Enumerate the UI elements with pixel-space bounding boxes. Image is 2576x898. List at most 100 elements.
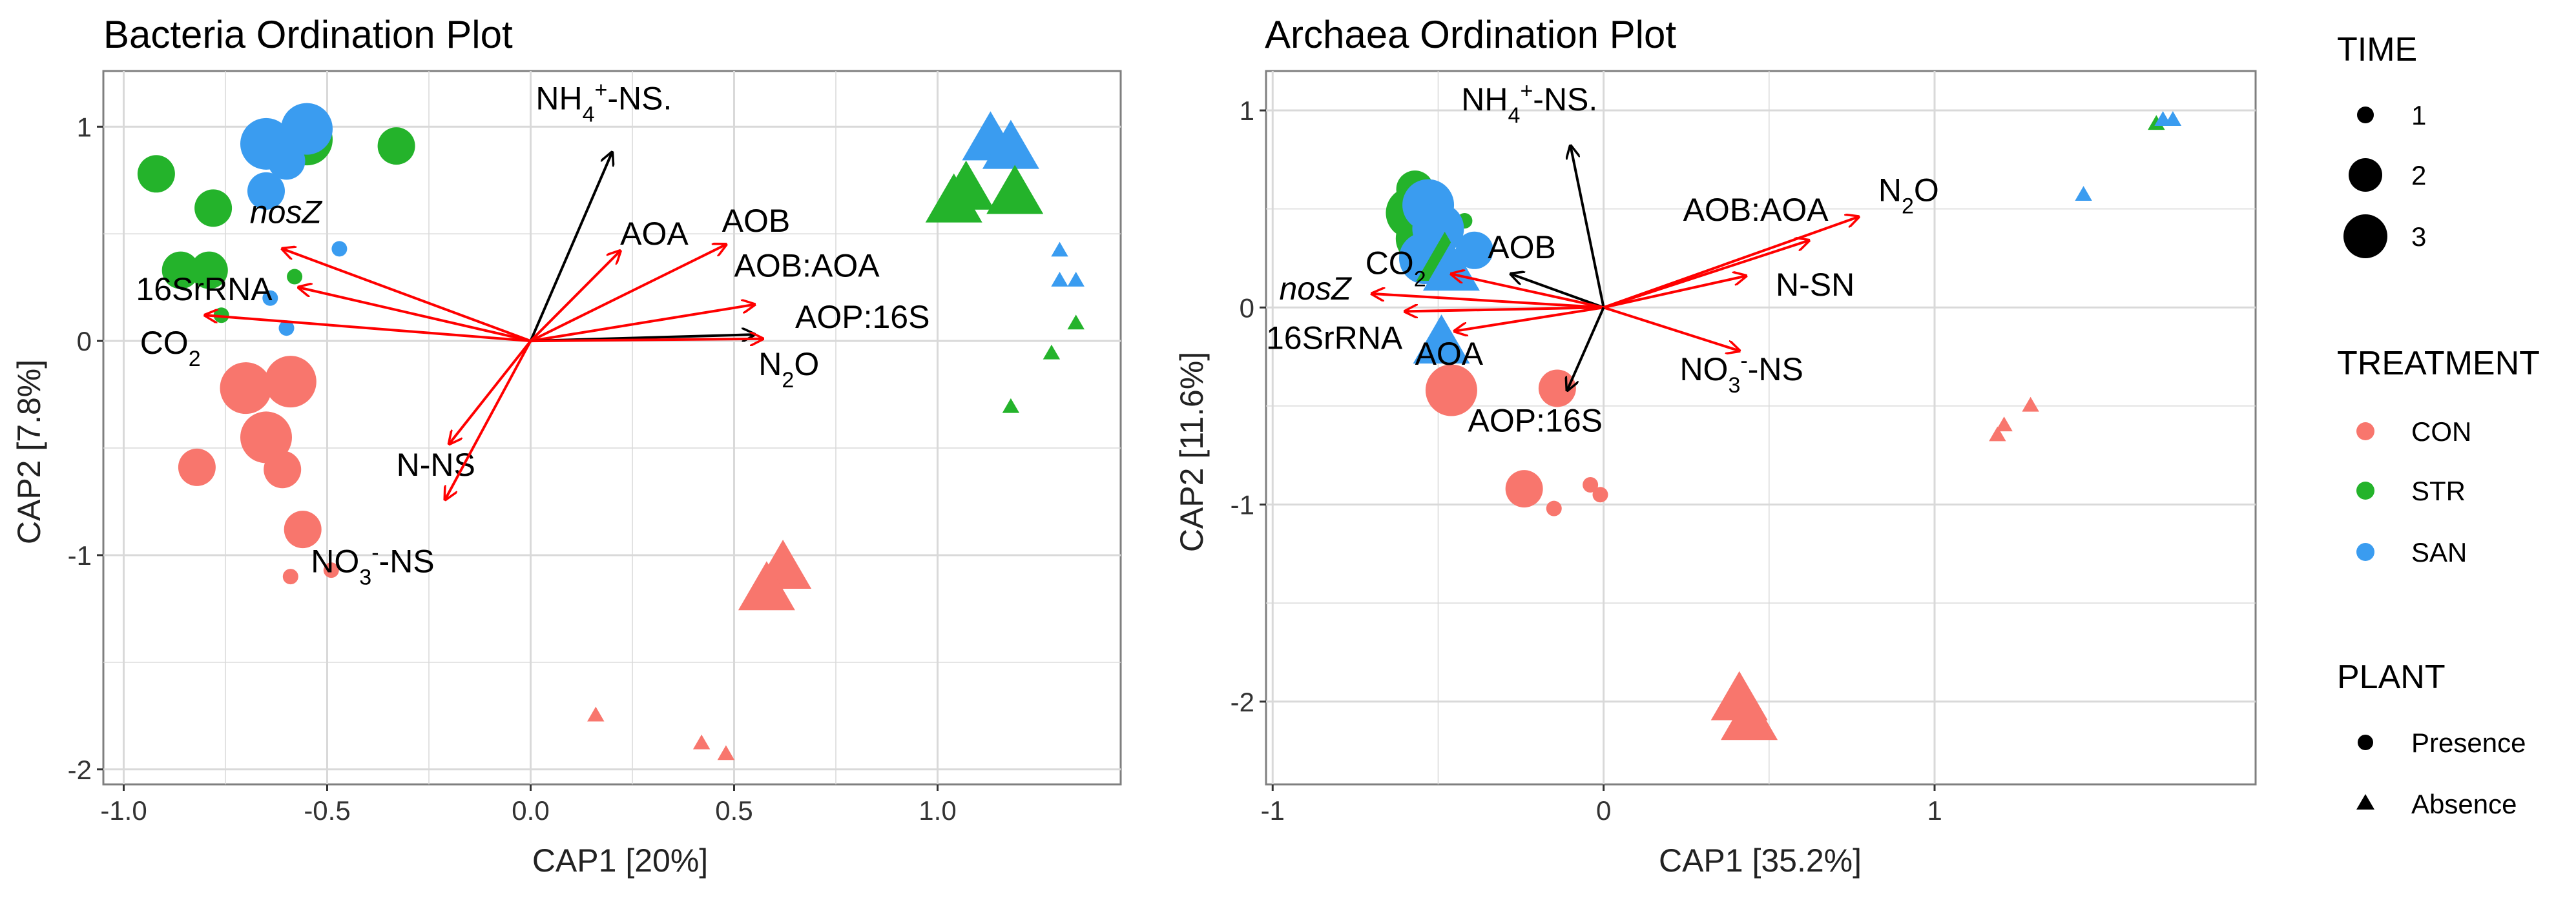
archaea-point-str-absence xyxy=(2148,115,2165,130)
bacteria-point-san-absence xyxy=(1067,272,1085,287)
bacteria-point-san-presence xyxy=(278,320,295,336)
archaea-point-san-absence xyxy=(1436,321,1453,337)
bacteria-x-tick-label: -1.0 xyxy=(100,795,147,826)
legend-presence-label: Presence xyxy=(2411,728,2526,758)
bacteria-y-axis-title: CAP2 [7.8%] xyxy=(11,360,47,544)
legend-plant-title: PLANT xyxy=(2337,658,2446,696)
archaea-vector-label-n2o: N2O xyxy=(1878,172,1939,218)
bacteria-y-tick-label: -1 xyxy=(68,540,92,571)
bacteria-point-con-presence xyxy=(240,411,292,464)
bacteria-panel: Bacteria Ordination Plot -1.0 -0.5 0.0 0.5 1… xyxy=(11,13,1122,879)
bacteria-point-str-absence xyxy=(1067,314,1085,330)
bacteria-point-con-absence xyxy=(692,734,711,750)
bacteria-point-con-presence xyxy=(264,356,317,408)
archaea-vector-16srrna xyxy=(1405,307,1604,311)
bacteria-y-tick-label: 0 xyxy=(77,326,92,356)
legend-treatment-title: TREATMENT xyxy=(2337,345,2540,382)
bacteria-gridlines xyxy=(103,71,1121,784)
archaea-y-tick-label: -1 xyxy=(1231,490,1254,520)
archaea-panel: Archaea Ordination Plot -1 0 1 -2 -1 0 1 NH4+-… xyxy=(1174,13,2257,879)
archaea-point-con-presence xyxy=(1425,364,1477,416)
legend-absence-symbol xyxy=(2356,794,2374,810)
archaea-vector-aoa xyxy=(1455,306,1604,331)
archaea-vector-no3-ns xyxy=(1603,306,1740,351)
legend-time-3-label: 3 xyxy=(2411,221,2426,252)
bacteria-y-tick-label: -2 xyxy=(68,755,92,785)
bacteria-point-str-absence xyxy=(1043,344,1061,360)
archaea-point-con-presence xyxy=(1583,477,1599,493)
bacteria-vector-label-aop-16s: AOP:16S xyxy=(795,299,930,335)
bacteria-vector-label-no3-ns: NO3--NS xyxy=(311,540,434,589)
archaea-x-axis-title: CAP1 [35.2%] xyxy=(1659,842,1862,879)
legend: TIME 1 2 3 TREATMENT CON STR SAN PLANT P… xyxy=(2337,31,2540,819)
bacteria-vector-label-co2: CO2 xyxy=(140,325,201,371)
bacteria-vector-label-aoa: AOA xyxy=(620,216,689,252)
bacteria-point-san-absence xyxy=(1051,272,1068,287)
archaea-vector-nh4-ns xyxy=(1570,146,1605,308)
archaea-x-tick-label: 0 xyxy=(1596,795,1611,826)
archaea-vector-label-aob: AOB xyxy=(1488,229,1556,265)
archaea-vector-label-no3-ns: NO3--NS xyxy=(1679,349,1803,398)
bacteria-point-str-absence xyxy=(986,165,1044,214)
bacteria-x-tick-label: 0.5 xyxy=(715,795,753,826)
bacteria-point-con-presence xyxy=(323,562,339,578)
bacteria-vector-n-ns xyxy=(450,340,532,444)
archaea-point-con-presence xyxy=(1538,369,1576,407)
archaea-vector-aob-aoa xyxy=(1603,241,1809,309)
bacteria-x-tick-label: -0.5 xyxy=(304,795,350,826)
archaea-point-san-absence xyxy=(2164,111,2182,126)
legend-san-label: SAN xyxy=(2411,537,2467,567)
archaea-vector-nosz xyxy=(1372,294,1604,309)
archaea-vector-co2 xyxy=(1451,274,1605,309)
legend-san-symbol xyxy=(2356,543,2374,561)
legend-time-1-label: 1 xyxy=(2411,100,2426,130)
archaea-point-con-presence xyxy=(1592,487,1608,503)
legend-absence-label: Absence xyxy=(2411,789,2517,819)
archaea-point-con-absence xyxy=(2022,396,2039,412)
archaea-y-axis-title: CAP2 [11.6%] xyxy=(1174,352,1210,552)
bacteria-vector-aob xyxy=(530,245,726,342)
archaea-vector-label-aop-16s: AOP:16S xyxy=(1468,403,1603,439)
archaea-point-san-presence xyxy=(1455,231,1493,269)
archaea-point-con-presence xyxy=(1505,470,1543,508)
bacteria-point-con-presence xyxy=(282,569,298,585)
archaea-y-tick-label: 0 xyxy=(1240,292,1254,323)
bacteria-vector-label-nosz: nosZ xyxy=(250,194,323,230)
archaea-vector-label-n-sn: N-SN xyxy=(1776,267,1854,303)
bacteria-x-tick-label: 0.0 xyxy=(512,795,549,826)
archaea-vectors: NH4+-NS. N2O AOB:AOA N-SN NO3--NS AOB CO2 nosZ 1… xyxy=(1266,79,1939,439)
bacteria-point-con-presence xyxy=(264,451,302,489)
archaea-point-san-absence xyxy=(2075,186,2092,201)
bacteria-vector-label-16srrna: 16SrRNA xyxy=(136,271,273,307)
legend-str-symbol xyxy=(2356,482,2374,500)
bacteria-vectors: NH4+-NS. AOA AOB AOB:AOA AOP:16S N2O nosZ 16SrR… xyxy=(136,78,930,590)
archaea-point-con-absence xyxy=(1989,426,2006,442)
bacteria-x-tick-label: 1.0 xyxy=(919,795,956,826)
archaea-vector-label-aoa: AOA xyxy=(1415,336,1484,372)
bacteria-point-san-presence xyxy=(247,172,285,210)
bacteria-y-tick-label: 1 xyxy=(77,112,92,142)
bacteria-point-str-presence xyxy=(194,189,233,227)
bacteria-point-str-presence xyxy=(287,269,303,285)
bacteria-vector-label-n2o: N2O xyxy=(758,346,819,393)
bacteria-vector-label-nh4-ns: NH4+-NS. xyxy=(535,78,672,127)
bacteria-point-con-absence xyxy=(717,745,735,760)
bacteria-axis-ticks: -1.0 -0.5 0.0 0.5 1.0 -2 -1 0 1 xyxy=(68,112,957,826)
archaea-x-tick-label: -1 xyxy=(1261,795,1285,826)
bacteria-x-axis-title: CAP1 [20%] xyxy=(532,842,708,879)
archaea-x-tick-label: 1 xyxy=(1927,795,1942,826)
bacteria-point-str-presence xyxy=(190,251,228,289)
bacteria-vector-label-aob-aoa: AOB:AOA xyxy=(734,248,880,284)
bacteria-point-con-presence xyxy=(284,511,322,549)
bacteria-point-str-absence xyxy=(1002,398,1020,413)
archaea-point-con-absence xyxy=(1995,416,2013,432)
bacteria-vector-aoa xyxy=(530,251,621,342)
bacteria-plot-title: Bacteria Ordination Plot xyxy=(103,13,513,56)
archaea-vector-label-nosz: nosZ xyxy=(1279,270,1352,307)
legend-presence-symbol xyxy=(2358,735,2373,750)
bacteria-point-san-absence xyxy=(982,119,1039,169)
bacteria-point-con-presence xyxy=(178,448,216,486)
legend-con-label: CON xyxy=(2411,416,2471,447)
bacteria-point-san-presence xyxy=(281,103,333,155)
